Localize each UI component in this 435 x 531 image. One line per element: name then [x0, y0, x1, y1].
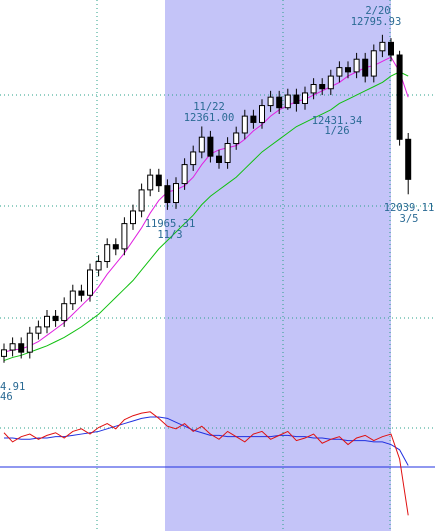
candle-body	[173, 183, 179, 204]
oscillator-line	[4, 416, 409, 466]
candle-body	[396, 54, 403, 140]
candle-body	[198, 136, 205, 153]
candle-body	[181, 164, 188, 185]
highlight-region	[165, 0, 391, 531]
candle-body	[405, 138, 412, 180]
candle-body	[44, 315, 50, 328]
candle-body	[78, 290, 85, 296]
candle-body	[336, 67, 343, 77]
candle-body	[310, 84, 317, 94]
candle-body	[130, 210, 136, 225]
price-annotation: 2/20	[365, 5, 390, 17]
candle-body	[302, 92, 308, 104]
candle-body	[259, 105, 265, 123]
candle-body	[241, 115, 248, 134]
candle-body	[69, 290, 76, 305]
price-annotation: 12431.34	[312, 115, 363, 127]
candle-body	[276, 96, 283, 109]
price-annotation: 12795.93	[351, 16, 402, 28]
candle-body	[190, 151, 197, 166]
candle-body	[138, 189, 145, 212]
candle-body	[319, 84, 326, 90]
candle-body	[353, 58, 360, 73]
candle-body	[267, 96, 274, 107]
candle-body	[121, 223, 128, 250]
candle-body	[250, 115, 257, 123]
candle-body	[388, 41, 394, 56]
candle-body	[379, 41, 386, 52]
candle-body	[327, 75, 334, 90]
candle-body	[35, 326, 42, 334]
candle-body	[155, 174, 162, 187]
candle-body	[1, 349, 7, 357]
candle-body	[233, 132, 240, 145]
price-annotation: 12039.11	[384, 202, 435, 214]
candle-body	[164, 185, 171, 204]
candle-body	[9, 343, 16, 351]
candle-body	[284, 94, 291, 109]
candle-body	[52, 315, 59, 322]
candle-body	[224, 143, 231, 163]
moving-average	[3, 71, 409, 362]
candle-body	[112, 244, 119, 250]
candle-body	[207, 136, 214, 157]
candle-body	[370, 50, 377, 77]
oscillator-line	[3, 411, 409, 516]
price-annotation: 11/3	[157, 229, 182, 241]
candle-body	[293, 94, 300, 104]
candle-body	[18, 343, 25, 353]
price-annotation: 11965.31	[145, 218, 196, 230]
candle-body	[61, 303, 68, 322]
price-annotation: 12361.00	[184, 112, 235, 124]
price-annotation: 1/26	[324, 125, 349, 137]
candle-body	[87, 269, 93, 296]
price-annotation: 3/5	[400, 213, 419, 225]
candle-body	[345, 67, 351, 73]
candle-body	[26, 332, 33, 353]
candle-body	[362, 58, 369, 77]
candle-body	[216, 155, 222, 163]
moving-average	[3, 56, 409, 353]
candle-body	[147, 174, 154, 191]
price-annotation: 4.91	[0, 381, 25, 393]
candle-body	[95, 261, 102, 271]
price-annotation: 46	[0, 391, 13, 403]
candle-body	[104, 244, 111, 263]
price-annotation: 11/22	[193, 101, 225, 113]
